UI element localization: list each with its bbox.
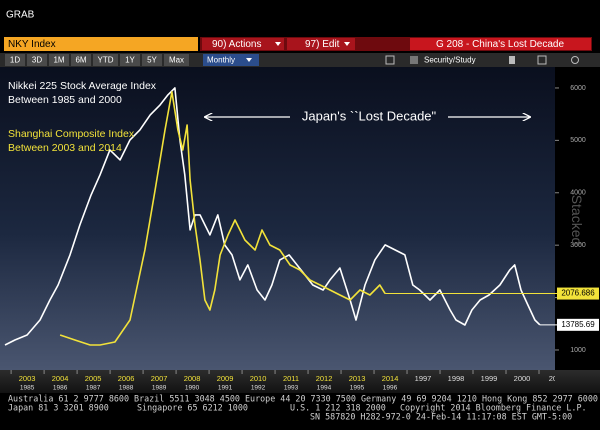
x-tick-label: 200 <box>549 374 562 383</box>
x-tick-label: 1995 <box>350 385 365 392</box>
icon-button[interactable] <box>537 55 547 65</box>
footer-text: Australia 61 2 9777 8600 Brazil 5511 304… <box>8 394 598 404</box>
period-button[interactable] <box>71 54 91 66</box>
page-title-box <box>410 38 591 50</box>
period-text: 1M <box>53 56 64 65</box>
series-line <box>4 87 541 346</box>
dropdown-arrow <box>275 42 281 46</box>
last-value-label: 13785.69 <box>561 320 595 329</box>
period-button[interactable] <box>27 54 47 66</box>
y-tick-label: 4000 <box>570 190 586 197</box>
x2-tick-label: 2011 <box>283 374 299 383</box>
dropdown-arrow <box>344 42 350 46</box>
x-axis-area <box>0 370 600 393</box>
x2-tick-label: 2005 <box>85 374 102 383</box>
x-tick-label: 1987 <box>86 385 101 392</box>
x-tick-label: 1994 <box>317 385 332 392</box>
icon-button[interactable] <box>509 56 515 64</box>
x2-tick-label: 2009 <box>217 374 234 383</box>
period-text: 3D <box>32 56 42 65</box>
x2-tick-label: 2010 <box>250 374 267 383</box>
x-tick-label: 1992 <box>251 385 266 392</box>
last-value-box <box>557 287 599 300</box>
x-tick-label: 2000 <box>514 374 531 383</box>
icon-button[interactable] <box>410 56 418 64</box>
stacked-label: Stacked <box>569 195 585 246</box>
x2-tick-label: 2006 <box>118 374 135 383</box>
period-text: YTD <box>98 56 114 65</box>
x2-tick-label: 2007 <box>151 374 168 383</box>
security-text: NKY Index <box>8 39 56 50</box>
y-tick-label: 1000 <box>570 347 586 354</box>
actions-button[interactable] <box>202 38 284 50</box>
y-tick-label: 3000 <box>570 242 586 249</box>
series-period: Between 2003 and 2014 <box>8 142 122 154</box>
footer-text: U.S. 1 212 318 2000 <box>290 403 386 413</box>
series-period: Between 1985 and 2000 <box>8 94 122 106</box>
actions-text: 90) Actions <box>212 39 261 50</box>
security-field[interactable] <box>4 37 198 51</box>
period-buttons: 1D 3D 1M 6M YTD 1Y 5Y Max <box>5 54 189 66</box>
edit-text: 97) Edit <box>305 39 340 50</box>
x-tick-label: 1998 <box>448 374 465 383</box>
settings-icon[interactable] <box>571 56 579 64</box>
period-button[interactable] <box>164 54 189 66</box>
period-button[interactable] <box>49 54 69 66</box>
x-tick-label: 1988 <box>119 385 134 392</box>
x-tick-label: 1986 <box>53 385 68 392</box>
series-label: Shanghai Composite Index <box>8 128 135 140</box>
series-label: Nikkei 225 Stock Average Index <box>8 80 157 92</box>
period-text: Max <box>169 56 184 65</box>
x2-tick-label: 2013 <box>349 374 366 383</box>
plot-area <box>0 67 555 370</box>
x-tick-label: 1991 <box>218 385 233 392</box>
x2-tick-label: 2008 <box>184 374 201 383</box>
x-tick-label: 1989 <box>152 385 167 392</box>
frequency-button[interactable] <box>203 54 259 66</box>
x2-tick-label: 2014 <box>382 374 399 383</box>
period-text: 1Y <box>125 56 135 65</box>
x-tick-label: 1985 <box>20 385 35 392</box>
footer-text: Japan 81 3 3201 8900 <box>8 403 109 413</box>
plot-layer <box>4 87 541 346</box>
window-title: GRAB <box>6 10 35 21</box>
icon-button[interactable] <box>385 55 395 65</box>
page-title: G 208 - China's Lost Decade <box>436 39 565 50</box>
edit-button[interactable] <box>287 38 355 50</box>
series-line <box>59 91 386 346</box>
x2-tick-label: 2004 <box>52 374 69 383</box>
period-button[interactable] <box>142 54 162 66</box>
frequency-text: Monthly <box>207 56 235 65</box>
footer-text: Singapore 65 6212 1000 <box>137 403 248 413</box>
study-text: Security/Study <box>424 56 476 65</box>
period-button[interactable] <box>120 54 140 66</box>
period-text: 1D <box>10 56 20 65</box>
last-value-label: 2076.686 <box>561 289 595 298</box>
footer-text: SN 587820 H282-972-0 24-Feb-14 11:17:08 … <box>310 412 572 422</box>
last-value-box <box>557 318 599 331</box>
x2-tick-label: 2003 <box>19 374 36 383</box>
footer-text: Copyright 2014 Bloomberg Finance L.P. <box>400 403 587 413</box>
x-tick-label: 1999 <box>481 374 498 383</box>
x-tick-label: 1993 <box>284 385 299 392</box>
period-text: 6M <box>75 56 86 65</box>
annotation: Japan's ``Lost Decade" <box>302 108 437 123</box>
period-text: 5Y <box>147 56 157 65</box>
x-axis: 2003 2004 2005 2006 2007 2008 2009 2010 2011 2012… <box>10 370 562 392</box>
x-tick-label: 1996 <box>383 385 398 392</box>
x-tick-label: 1997 <box>415 374 432 383</box>
x-tick-label: 1990 <box>185 385 200 392</box>
y-tick-label: 6000 <box>570 85 586 92</box>
y-tick-label: 5000 <box>570 137 586 144</box>
dropdown-arrow <box>246 58 252 62</box>
period-button[interactable] <box>93 54 118 66</box>
period-button[interactable] <box>5 54 25 66</box>
x2-tick-label: 2012 <box>316 374 333 383</box>
